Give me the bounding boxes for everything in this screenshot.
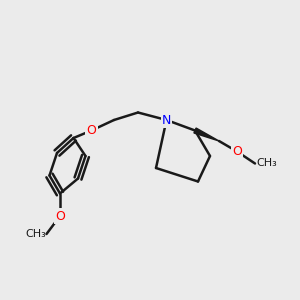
Text: N: N	[162, 113, 171, 127]
Text: O: O	[55, 209, 65, 223]
Text: CH₃: CH₃	[26, 229, 46, 239]
Text: O: O	[87, 124, 96, 137]
Text: O: O	[232, 145, 242, 158]
Text: CH₃: CH₃	[256, 158, 278, 169]
Polygon shape	[194, 128, 219, 141]
